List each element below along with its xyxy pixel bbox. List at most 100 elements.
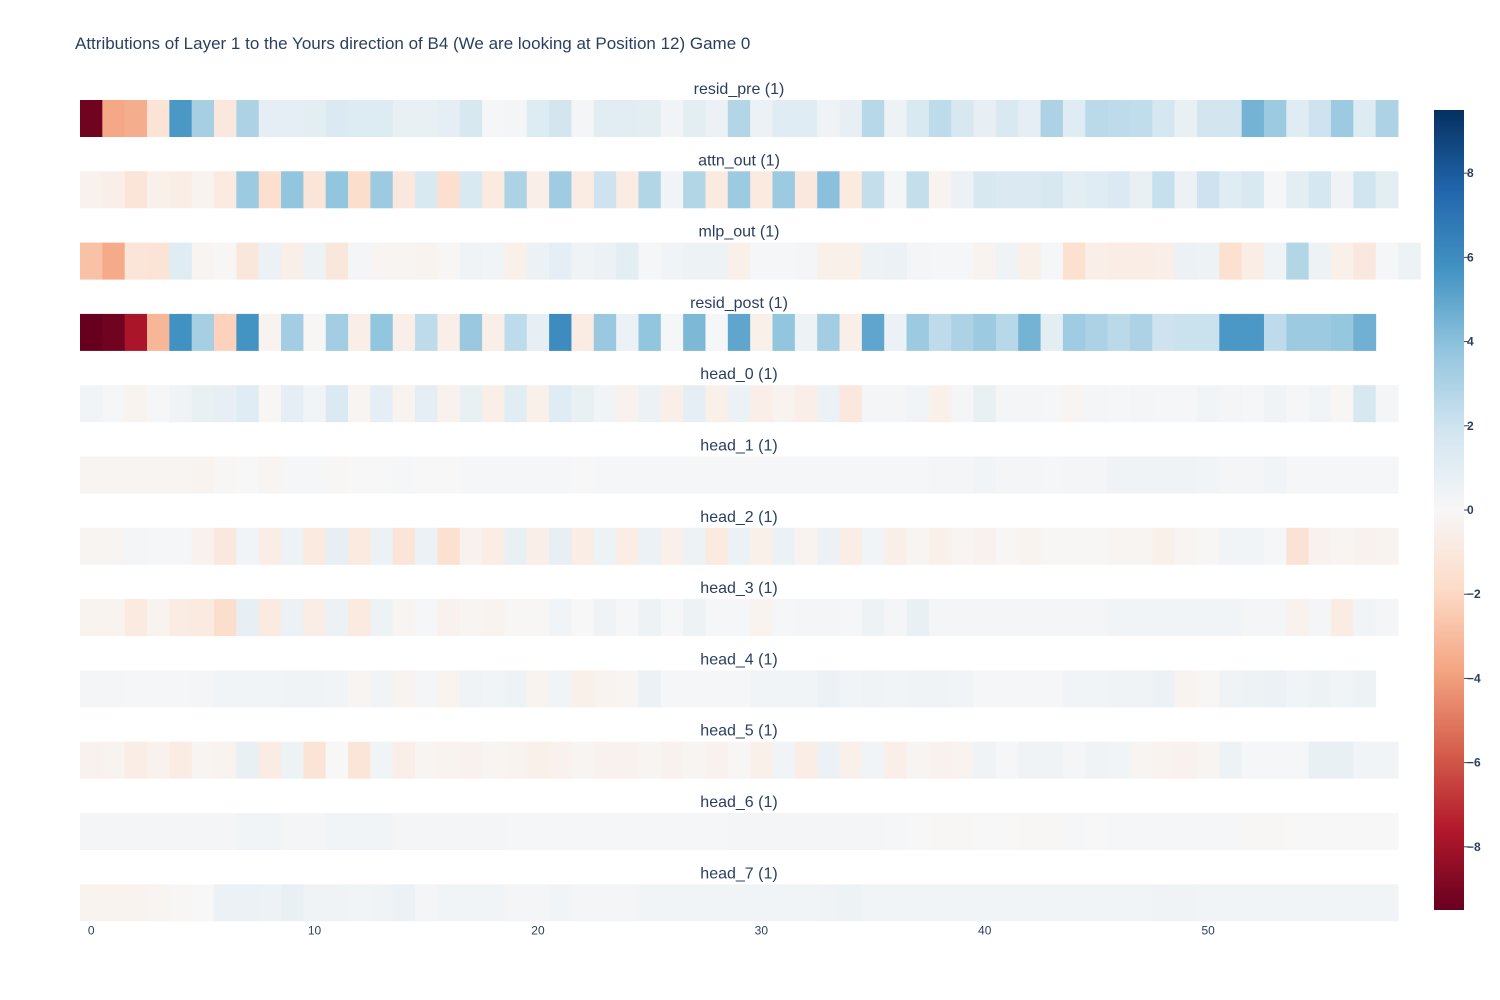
heatmap-cell: [236, 884, 260, 922]
heatmap-cell: [549, 171, 572, 209]
heatmap-cell: [415, 385, 438, 423]
heatmap-cell: [348, 456, 371, 494]
heatmap-cell: [1196, 599, 1220, 637]
heatmap-cell: [526, 670, 550, 708]
heatmap-cell: [1062, 385, 1086, 423]
heatmap-cell: [1308, 100, 1332, 137]
heatmap-cell: [660, 171, 684, 209]
heatmap-cell: [526, 242, 550, 280]
heatmap-cell: [437, 100, 461, 137]
heatmap-cell: [1330, 385, 1354, 423]
heatmap-cell: [1286, 670, 1310, 708]
heatmap-cell: [169, 884, 193, 922]
heatmap-cell: [839, 741, 863, 779]
heatmap-cell: [817, 813, 841, 850]
heatmap-cell: [1040, 670, 1064, 708]
heatmap-cell: [683, 242, 706, 280]
heatmap-cell: [727, 741, 751, 779]
heatmap-cell: [772, 313, 796, 351]
heatmap-cell: [593, 527, 617, 565]
heatmap-cell: [437, 741, 461, 779]
heatmap-cell: [951, 385, 975, 423]
heatmap-cell: [817, 670, 841, 708]
heatmap-cell: [1330, 813, 1354, 850]
heatmap-rows: resid_pre (1) attn_out (1) mlp_out (1) resi…: [80, 81, 1421, 922]
heatmap-cell: [1040, 242, 1064, 280]
heatmap-cell: [1308, 313, 1332, 351]
colorbar-tick-label: −8: [1467, 840, 1481, 854]
heatmap-cell: [147, 599, 170, 637]
heatmap-cell: [861, 884, 885, 922]
heatmap-cell: [1129, 884, 1153, 922]
heatmap-cell: [794, 456, 818, 494]
heatmap-cell: [683, 171, 706, 209]
heatmap-cell: [750, 670, 774, 708]
heatmap-cell: [1107, 385, 1131, 423]
heatmap-cell: [660, 313, 684, 351]
x-axis: 0 10 20 30 40 50: [88, 923, 1215, 937]
subplot-title: head_3 (1): [700, 580, 777, 597]
heatmap-cell: [459, 813, 483, 850]
heatmap-cell: [884, 527, 908, 565]
heatmap-cell: [147, 741, 170, 779]
heatmap-cell: [1353, 313, 1377, 351]
heatmap-cell: [705, 456, 729, 494]
subplot-title: attn_out (1): [698, 152, 780, 169]
heatmap-cell: [906, 813, 930, 850]
heatmap-cell: [817, 313, 841, 351]
heatmap-cell: [1219, 884, 1243, 922]
heatmap-cell: [1129, 313, 1153, 351]
heatmap-cell: [281, 385, 304, 423]
heatmap-cell: [549, 242, 572, 280]
heatmap-cell: [973, 171, 997, 209]
heatmap-cell: [839, 670, 863, 708]
heatmap-cell: [281, 884, 304, 922]
heatmap-cell: [817, 527, 841, 565]
heatmap-cell: [571, 670, 595, 708]
heatmap-cell: [124, 313, 148, 351]
heatmap-cell: [482, 884, 505, 922]
heatmap-cell: [928, 813, 952, 850]
heatmap-cell: [1398, 242, 1421, 280]
heatmap-cell: [1241, 884, 1265, 922]
heatmap-cell: [169, 813, 193, 850]
heatmap-cell: [1353, 884, 1377, 922]
heatmap-cell: [1174, 670, 1198, 708]
heatmap-cell: [482, 456, 505, 494]
heatmap-cell: [571, 813, 595, 850]
heatmap-cell: [214, 171, 237, 209]
heatmap-cell: [214, 670, 237, 708]
heatmap-cell: [1353, 670, 1377, 708]
heatmap-cell: [750, 171, 774, 209]
heatmap-cell: [928, 242, 952, 280]
heatmap-cell: [906, 313, 930, 351]
heatmap-cell: [1241, 100, 1265, 137]
heatmap-cell: [80, 670, 103, 708]
heatmap-cell: [80, 313, 103, 351]
heatmap-cell: [80, 456, 103, 494]
heatmap-cell: [392, 100, 416, 137]
colorbar: 8 6 4 2 0 −2 −4 −6 −8: [1434, 110, 1481, 910]
heatmap-cell: [951, 242, 975, 280]
heatmap-cell: [504, 385, 528, 423]
heatmap-cell: [660, 813, 684, 850]
colorbar-gradient: [1434, 110, 1464, 910]
heatmap-cell: [370, 884, 394, 922]
heatmap-cell: [1375, 456, 1399, 494]
heatmap-cell: [1062, 884, 1086, 922]
heatmap-cell: [482, 813, 505, 850]
heatmap-cell: [616, 100, 639, 137]
heatmap-cell: [147, 242, 170, 280]
heatmap-cell: [124, 741, 148, 779]
heatmap-cell: [1018, 670, 1042, 708]
heatmap-cell: [1085, 242, 1109, 280]
heatmap-cell: [191, 456, 215, 494]
heatmap-cell: [928, 599, 952, 637]
heatmap-cell: [1129, 385, 1153, 423]
heatmap-cell: [593, 100, 617, 137]
heatmap-cell: [80, 741, 103, 779]
heatmap-cell: [348, 242, 371, 280]
heatmap-cell: [415, 670, 438, 708]
heatmap-cell: [1196, 100, 1220, 137]
heatmap-cell: [571, 599, 595, 637]
